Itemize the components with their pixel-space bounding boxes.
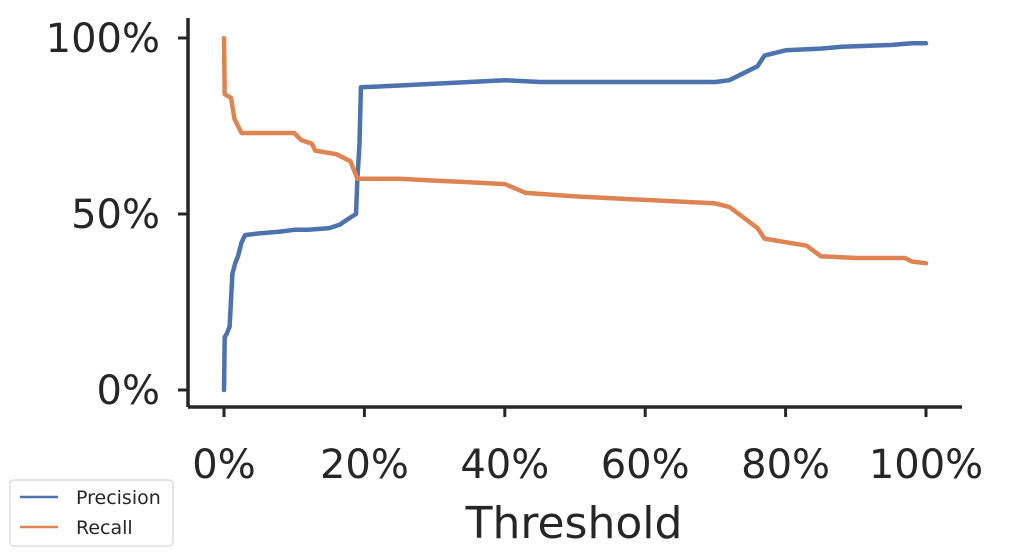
y-tick-label: 50% [71, 192, 160, 238]
x-axis-title: Threshold [465, 498, 683, 549]
legend: Precision Recall [9, 479, 174, 547]
x-tick-label: 20% [320, 442, 409, 488]
y-tick-label: 100% [46, 16, 160, 62]
legend-label-recall: Recall [76, 517, 133, 539]
series-line-precision [221, 41, 929, 393]
y-tick-label: 0% [97, 368, 160, 414]
x-tick-label: 0% [192, 442, 255, 488]
series-lines [221, 35, 929, 393]
legend-label-precision: Precision [76, 487, 161, 509]
x-tick-label: 100% [869, 442, 983, 488]
x-tick-label: 60% [601, 442, 690, 488]
x-axis-ticks: 0% 20% 40% 60% 80% 100% [192, 407, 983, 488]
y-axis-ticks: 0% 50% 100% [46, 16, 188, 414]
series-line-recall [221, 35, 929, 266]
x-tick-label: 80% [741, 442, 830, 488]
x-tick-label: 40% [460, 442, 549, 488]
